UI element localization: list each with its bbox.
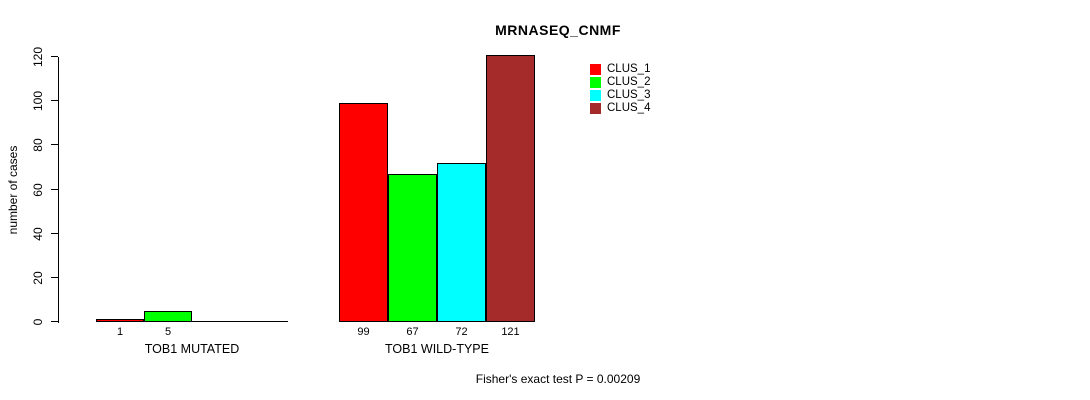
bar-clus_4-tob1-wild-type <box>486 55 535 322</box>
y-tick-label: 20 <box>31 271 45 285</box>
y-tick <box>51 100 58 101</box>
bar-clus_4-zero <box>240 321 288 322</box>
y-axis-line <box>58 57 59 323</box>
legend-swatch-clus_2 <box>590 77 601 88</box>
legend-swatch-clus_3 <box>590 90 601 101</box>
legend-label: CLUS_3 <box>607 89 651 101</box>
bar-clus_1-tob1-mutated <box>96 319 144 322</box>
y-tick <box>51 189 58 190</box>
y-tick-label: 120 <box>31 46 45 68</box>
y-tick <box>51 144 58 145</box>
legend-swatch-clus_1 <box>590 64 601 75</box>
bar-value-label: 121 <box>501 326 520 338</box>
legend-item-clus_1: CLUS_1 <box>590 63 650 76</box>
fisher-test-annotation: Fisher's exact test P = 0.00209 <box>475 372 641 386</box>
y-tick <box>51 277 58 278</box>
bar-clus_3-zero <box>192 321 240 322</box>
legend-item-clus_4: CLUS_4 <box>590 102 650 115</box>
legend-swatch-clus_4 <box>590 103 601 114</box>
y-tick-label: 0 <box>31 318 45 326</box>
y-tick <box>51 56 58 57</box>
y-tick-label: 80 <box>31 138 45 152</box>
group-label-tob1-wild-type: TOB1 WILD-TYPE <box>385 342 489 356</box>
bar-value-label: 1 <box>116 326 124 338</box>
bar-value-label: 72 <box>455 326 468 338</box>
group-label-tob1-mutated: TOB1 MUTATED <box>144 342 240 356</box>
legend-item-clus_2: CLUS_2 <box>590 76 650 89</box>
bar-clus_2-tob1-mutated <box>144 311 192 322</box>
y-tick <box>51 233 58 234</box>
bar-clus_3-tob1-wild-type <box>437 163 486 322</box>
legend-label: CLUS_2 <box>607 76 651 88</box>
y-tick-label: 60 <box>31 183 45 197</box>
bar-value-label: 67 <box>406 326 419 338</box>
legend-label: CLUS_1 <box>607 63 651 75</box>
legend-item-clus_3: CLUS_3 <box>590 89 650 102</box>
legend-label: CLUS_4 <box>607 102 651 114</box>
legend: CLUS_1 CLUS_2 CLUS_3 CLUS_4 <box>590 63 650 115</box>
bar-value-label: 99 <box>357 326 370 338</box>
y-tick-label: 40 <box>31 227 45 241</box>
bar-value-label: 5 <box>164 326 172 338</box>
bar-clus_2-tob1-wild-type <box>388 174 437 322</box>
bar-clus_1-tob1-wild-type <box>339 103 388 322</box>
chart-title: MRNASEQ_CNMF <box>495 22 621 38</box>
y-tick <box>51 321 58 322</box>
y-tick-label: 100 <box>31 90 45 112</box>
y-axis-label: number of cases <box>6 145 20 235</box>
